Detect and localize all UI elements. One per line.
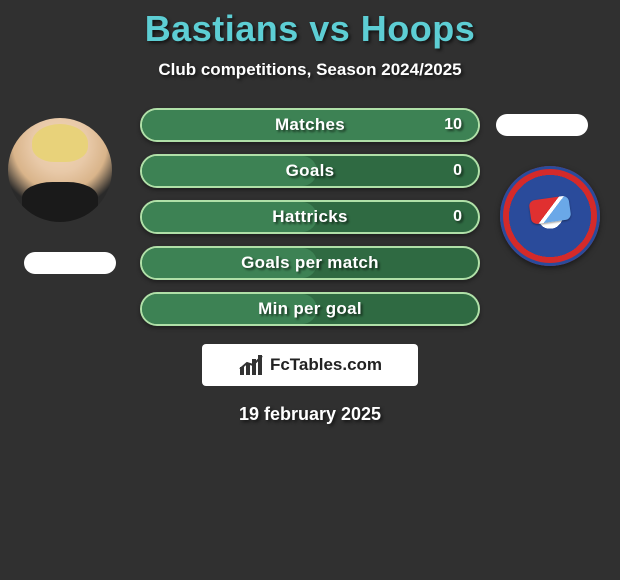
stat-value-right: 10 [444, 116, 462, 134]
stat-label: Matches [275, 115, 345, 135]
club-badge [500, 166, 600, 266]
player-team-pill [24, 252, 116, 274]
stat-label: Goals per match [241, 253, 379, 273]
stat-rows: Matches 10 Goals 0 Hattricks 0 Goals per match… [140, 108, 480, 326]
player-avatar [8, 118, 112, 222]
stat-label: Goals [286, 161, 335, 181]
stat-row: Hattricks 0 [140, 200, 480, 234]
stat-value-right: 0 [453, 162, 462, 180]
infographic-root: Bastians vs Hoops Club competitions, Sea… [0, 0, 620, 580]
stat-row: Matches 10 [140, 108, 480, 142]
page-title: Bastians vs Hoops [0, 8, 620, 50]
brand-text: FcTables.com [270, 355, 382, 375]
subtitle: Club competitions, Season 2024/2025 [0, 60, 620, 80]
branding-box: FcTables.com [202, 344, 418, 386]
stat-row: Min per goal [140, 292, 480, 326]
chart-icon [238, 353, 266, 377]
stat-row: Goals 0 [140, 154, 480, 188]
stat-label: Min per goal [258, 299, 362, 319]
stat-label: Hattricks [272, 207, 347, 227]
stats-area: Matches 10 Goals 0 Hattricks 0 Goals per match… [0, 108, 620, 326]
stat-value-right: 0 [453, 208, 462, 226]
stat-row: Goals per match [140, 246, 480, 280]
opponent-team-pill [496, 114, 588, 136]
date-line: 19 february 2025 [0, 404, 620, 425]
